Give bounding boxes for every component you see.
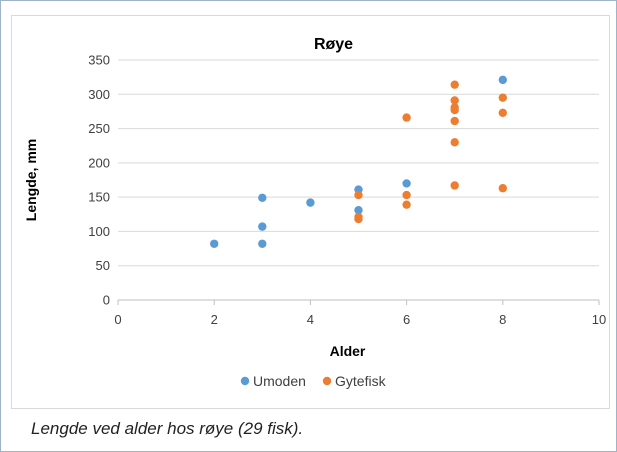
point-gytefisk [354,190,363,200]
legend-label-gytefisk: Gytefisk [335,373,387,389]
x-axis-label: Alder [330,343,366,359]
point-umoden [498,75,507,85]
x-tick-label: 4 [307,312,314,327]
y-tick-label: 150 [88,190,110,205]
y-tick-label: 50 [96,258,110,273]
y-axis-label: Lengde, mm [23,139,39,221]
y-tick-label: 350 [88,53,110,68]
point-gytefisk [450,181,459,190]
point-umoden [210,239,219,248]
point-gytefisk [498,108,507,118]
point-gytefisk [354,212,363,222]
scatter-chart: 0 50 100 150 200 250 300 350 0 2 4 6 8 10 Røye Alder Len… [23,36,606,389]
legend-label-umoden: Umoden [253,373,306,389]
point-gytefisk [450,96,459,105]
chart-area: 0 50 100 150 200 250 300 350 0 2 4 6 8 10 Røye Alder Len… [11,15,610,409]
point-umoden [354,205,363,215]
point-umoden [402,179,411,188]
point-gytefisk [498,184,507,193]
chart-labels: 0 50 100 150 200 250 300 350 0 2 4 6 8 10 Røye Alder Len… [23,36,606,359]
y-tick-label: 100 [88,224,110,239]
data-points [210,75,507,248]
point-gytefisk [402,190,411,200]
point-gytefisk [450,116,459,126]
x-tick-label: 8 [499,312,506,327]
point-gytefisk [402,200,411,209]
axes [117,299,600,305]
point-gytefisk [402,113,411,122]
y-tick-label: 0 [103,293,110,308]
chart-legend: Umoden Gytefisk [240,373,387,389]
y-tick-label: 200 [88,155,110,170]
y-tick-label: 250 [88,121,110,136]
x-tick-label: 10 [592,312,606,327]
legend-marker-gytefisk [322,376,332,386]
legend-marker-umoden [240,376,250,386]
gridlines [118,59,599,267]
point-gytefisk [450,80,459,89]
x-tick-label: 6 [403,312,410,327]
point-umoden [306,198,315,207]
point-gytefisk [450,103,459,112]
point-umoden [258,222,267,231]
x-tick-label: 2 [211,312,218,327]
y-tick-label: 300 [88,87,110,102]
point-umoden [258,239,267,248]
x-tick-label: 0 [114,312,121,327]
point-umoden [258,193,267,203]
point-gytefisk [450,138,459,147]
chart-title: Røye [314,36,353,53]
figure-caption: Lengde ved alder hos røye (29 fisk). [31,419,304,438]
point-gytefisk [498,93,507,102]
